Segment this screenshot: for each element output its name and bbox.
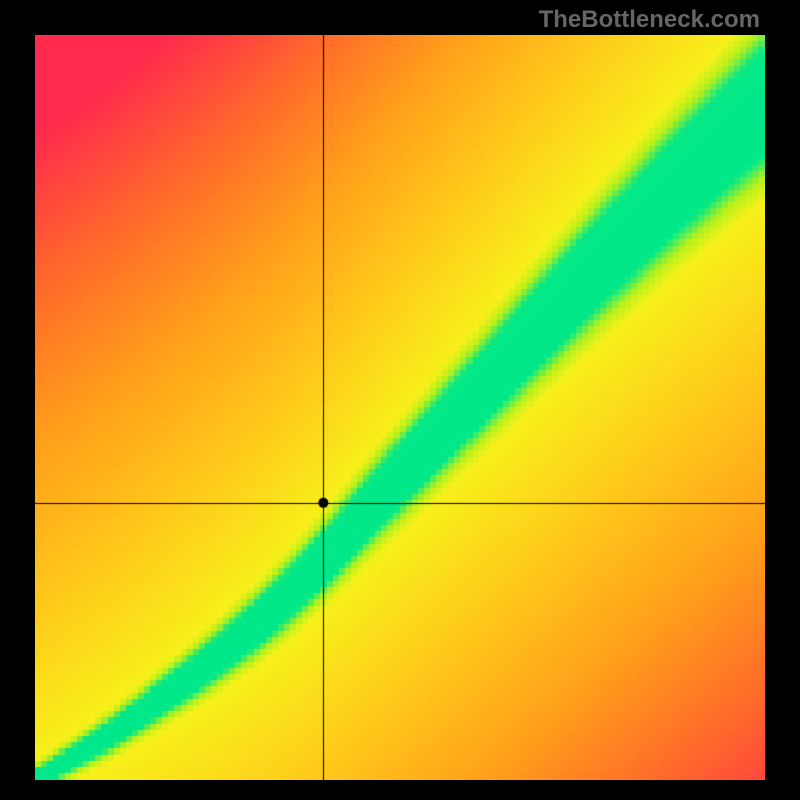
chart-container: TheBottleneck.com — [0, 0, 800, 800]
watermark-text: TheBottleneck.com — [539, 6, 760, 34]
bottleneck-heatmap — [35, 35, 765, 780]
